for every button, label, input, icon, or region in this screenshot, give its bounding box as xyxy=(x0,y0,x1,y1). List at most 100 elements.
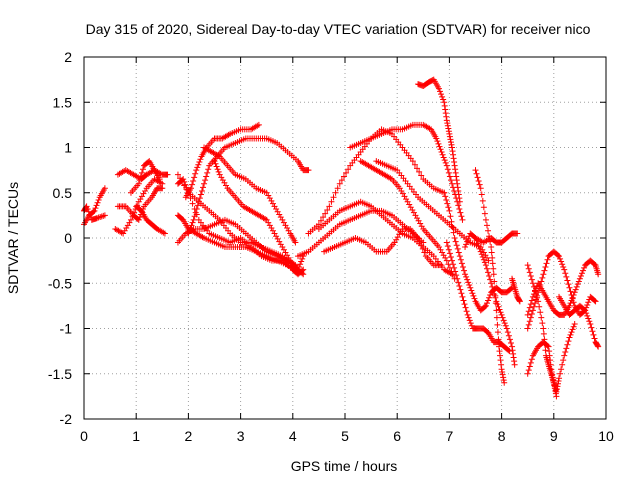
data-point xyxy=(589,328,596,335)
data-point xyxy=(442,159,449,166)
data-point xyxy=(398,187,405,194)
series-track-p xyxy=(295,207,427,260)
data-point xyxy=(494,301,501,308)
data-point xyxy=(554,380,561,387)
data-point xyxy=(449,144,456,151)
y-tick-label: 1.5 xyxy=(53,94,73,110)
data-point xyxy=(453,177,460,184)
data-point xyxy=(438,149,445,156)
data-point xyxy=(466,282,473,289)
data-point xyxy=(123,225,130,232)
data-point xyxy=(221,179,228,186)
data-point xyxy=(101,185,108,192)
data-point xyxy=(410,209,417,216)
data-point xyxy=(544,256,551,263)
data-point xyxy=(445,125,452,132)
data-point xyxy=(551,385,558,392)
data-point xyxy=(191,174,198,181)
data-point xyxy=(493,314,500,321)
data-point xyxy=(266,222,273,229)
data-point xyxy=(218,174,225,181)
data-point xyxy=(277,241,284,248)
data-point xyxy=(511,361,518,368)
grid-layer xyxy=(84,57,606,419)
data-point xyxy=(174,171,181,178)
data-point xyxy=(394,234,401,241)
data-point xyxy=(554,252,561,259)
data-point xyxy=(546,352,553,359)
data-point xyxy=(590,331,597,338)
data-point xyxy=(510,354,517,361)
data-point xyxy=(585,299,592,306)
data-point xyxy=(340,173,347,180)
data-point xyxy=(419,245,426,252)
data-point xyxy=(504,329,511,336)
data-point xyxy=(189,219,196,226)
data-point xyxy=(483,265,490,272)
data-point xyxy=(326,203,333,210)
data-point xyxy=(501,320,508,327)
data-point xyxy=(201,180,208,187)
data-point xyxy=(92,205,99,212)
data-point xyxy=(530,303,537,310)
data-point xyxy=(445,204,452,211)
data-point xyxy=(464,238,471,245)
y-tick-label: 1 xyxy=(64,140,72,156)
data-point xyxy=(212,160,219,167)
data-point xyxy=(538,278,545,285)
data-point xyxy=(456,282,463,289)
data-point xyxy=(571,289,578,296)
data-point xyxy=(507,339,514,346)
data-point xyxy=(482,302,489,309)
data-point xyxy=(482,216,489,223)
data-point xyxy=(582,307,589,314)
data-point xyxy=(265,219,272,226)
data-point xyxy=(450,229,457,236)
data-point xyxy=(447,136,454,143)
data-point xyxy=(452,169,459,176)
data-point xyxy=(451,158,458,165)
data-point xyxy=(411,161,418,168)
data-point xyxy=(183,186,190,193)
data-point xyxy=(486,294,493,301)
data-point xyxy=(142,187,149,194)
data-point xyxy=(454,180,461,187)
data-point xyxy=(462,304,469,311)
x-tick-label: 5 xyxy=(341,428,349,444)
data-point xyxy=(540,271,547,278)
data-point xyxy=(191,213,198,220)
data-point xyxy=(591,335,598,342)
data-point xyxy=(514,230,521,237)
data-point xyxy=(499,371,506,378)
data-point xyxy=(464,311,471,318)
data-point xyxy=(334,185,341,192)
data-point xyxy=(539,320,546,327)
data-point xyxy=(442,254,449,261)
x-tick-label: 2 xyxy=(185,428,193,444)
series-track-x xyxy=(441,189,516,314)
y-axis-label: SDTVAR / TECUs xyxy=(5,182,21,294)
data-point xyxy=(200,184,207,191)
data-point xyxy=(136,214,143,221)
data-point xyxy=(437,146,444,153)
data-point xyxy=(192,170,199,177)
data-point xyxy=(537,309,544,316)
data-point xyxy=(577,273,584,280)
tick-layer: 0 1 2 3 4 5 6 7 8 9 10 2 1.5 1 0.5 0 -0.5 -1 -1.5 -2 xyxy=(48,49,614,444)
data-point xyxy=(449,224,456,231)
data-point xyxy=(131,209,138,216)
y-tick-label: -1.5 xyxy=(48,366,72,382)
data-point xyxy=(196,158,203,165)
data-point xyxy=(487,292,494,299)
data-point xyxy=(91,207,98,214)
data-point xyxy=(415,217,422,224)
data-point xyxy=(563,273,570,280)
data-point xyxy=(219,177,226,184)
series-track-d xyxy=(114,185,166,223)
data-point xyxy=(500,317,507,324)
data-point xyxy=(584,312,591,319)
data-point xyxy=(447,177,454,184)
series-track-ac xyxy=(509,275,523,305)
data-point xyxy=(438,262,445,269)
data-point xyxy=(552,387,559,394)
